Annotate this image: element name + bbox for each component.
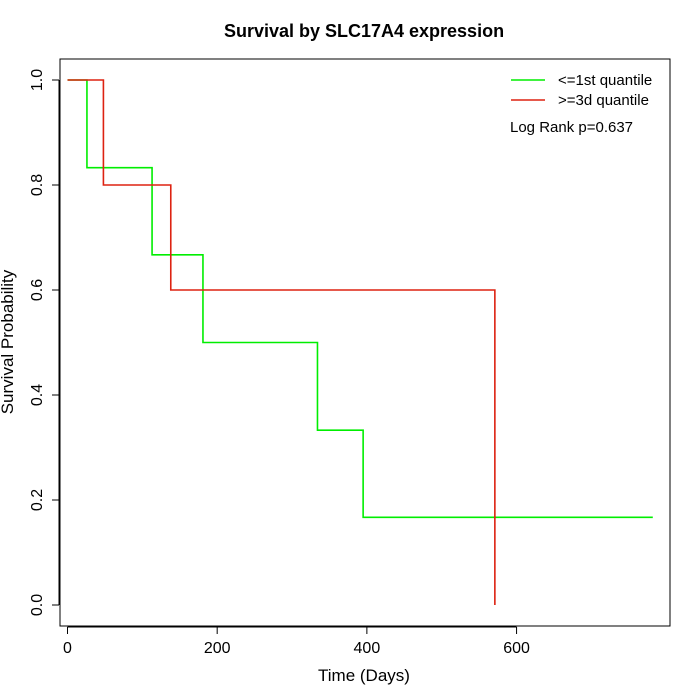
x-tick-label: 400 — [354, 640, 381, 657]
y-tick-label: 0.2 — [29, 489, 46, 511]
x-tick-label: 600 — [503, 640, 530, 657]
plot-frame — [59, 58, 671, 627]
x-axis: 0 200 400 600 — [63, 626, 530, 657]
y-tick-label: 0.4 — [29, 384, 46, 406]
series-layer — [67, 79, 653, 605]
logrank-annotation: Log Rank p=0.637 — [510, 119, 633, 136]
x-tick-label: 200 — [204, 640, 231, 657]
y-tick-label: 0.6 — [29, 279, 46, 301]
y-tick-label: 1.0 — [29, 69, 46, 91]
y-axis: 0.0 0.2 0.4 0.6 0.8 1.0 — [29, 69, 60, 616]
legend: <=1st quantile >=3d quantile — [511, 72, 652, 109]
legend-label-1: <=1st quantile — [558, 72, 652, 89]
legend-label-2: >=3d quantile — [558, 92, 649, 109]
y-tick-label: 0.8 — [29, 174, 46, 196]
x-tick-label: 0 — [63, 640, 72, 657]
y-axis-label: Survival Probability — [0, 269, 17, 414]
chart-title: Survival by SLC17A4 expression — [224, 21, 504, 41]
x-axis-label: Time (Days) — [318, 666, 410, 685]
series-line-1 — [67, 79, 653, 519]
y-tick-label: 0.0 — [29, 594, 46, 616]
series-line-2 — [67, 79, 496, 605]
